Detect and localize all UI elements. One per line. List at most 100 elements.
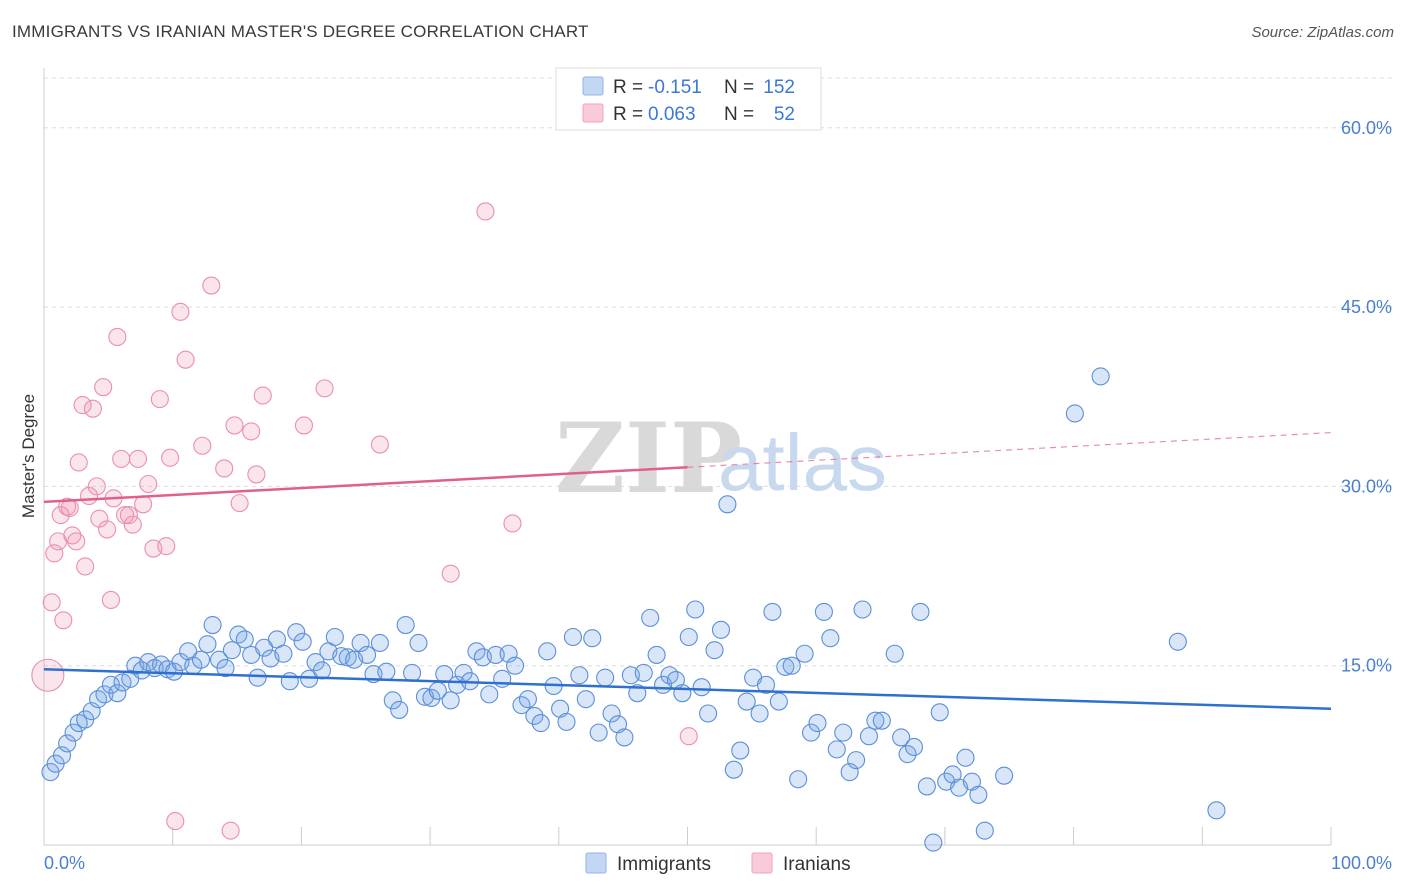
point-immigrants [518,690,537,709]
y-tick-label: 30.0% [1341,476,1392,496]
point-immigrants [872,711,891,730]
bottom-legend-label-immigrants: Immigrants [617,854,711,875]
legend-box: R = -0.151 N = 152 R = 0.063 N = 52 [555,67,822,131]
point-immigrants [493,669,512,688]
point-iranians [253,386,272,405]
point-iranians [112,449,131,468]
point-iranians [221,821,240,840]
point-immigrants [924,833,943,852]
point-immigrants [1207,801,1226,820]
point-immigrants [557,712,576,731]
point-immigrants [274,644,293,663]
point-iranians [679,727,698,746]
point-immigrants [724,760,743,779]
point-immigrants [917,777,936,796]
point-iranians [116,506,135,525]
point-immigrants [287,623,306,642]
point-immigrants [692,678,711,697]
point-immigrants [505,656,525,675]
point-immigrants [673,684,692,703]
point-iranians [441,564,460,583]
point-immigrants [583,629,602,648]
legend-r-value-iranians: 0.063 [648,104,696,125]
point-immigrants [859,727,879,746]
point-iranians [87,477,106,496]
point-immigrants [898,745,917,764]
point-iranians [176,350,195,369]
point-iranians [134,495,153,514]
point-immigrants [776,657,795,676]
series-iranians [31,202,698,840]
point-iranians [108,327,127,347]
x-tick-label-max: 100.0% [1331,853,1392,873]
point-immigrants [1168,632,1187,651]
point-immigrants [563,627,583,647]
point-iranians [42,593,61,612]
bottom-legend-swatch-iranians [751,852,773,874]
point-immigrants [821,629,840,648]
point-immigrants [911,602,930,621]
y-axis-title: Master's Degree [19,394,38,518]
trend-line-immigrants [43,668,1332,710]
point-immigrants [969,785,988,804]
point-immigrants [390,700,409,719]
series-immigrants [41,367,1226,852]
point-immigrants [531,714,550,733]
watermark: ZIP atlas [555,402,887,515]
point-immigrants [538,642,557,661]
legend-n-label-iranians: N = [724,104,754,125]
point-immigrants [808,714,827,733]
watermark-atlas: atlas [718,418,887,507]
point-immigrants [802,723,821,742]
point-iranians [139,474,158,494]
point-immigrants [570,666,589,685]
point-immigrants [679,627,698,647]
point-immigrants [293,632,312,651]
legend-n-value-iranians: 52 [774,104,795,125]
point-iranians [166,812,185,831]
point-immigrants [853,600,872,619]
point-immigrants [486,645,505,664]
point-immigrants [602,704,621,723]
point-iranians [45,544,64,563]
point-iranians [503,514,522,533]
point-immigrants [108,684,127,703]
trend-lines [43,431,1332,710]
trend-line-iranians-extension [687,431,1332,468]
point-immigrants [866,711,885,730]
point-immigrants [795,644,814,663]
point-immigrants [962,772,981,791]
point-iranians [54,611,73,630]
point-iranians [171,302,190,321]
point-immigrants [885,644,904,663]
point-iranians [202,276,221,295]
point-immigrants [191,650,211,669]
point-immigrants [647,645,666,664]
point-immigrants [409,633,428,653]
point-immigrants [943,765,962,784]
point-immigrants [930,703,949,722]
point-immigrants [280,672,299,691]
point-immigrants [95,685,114,704]
y-tick-label: 60.0% [1341,118,1392,138]
point-immigrants [480,685,499,704]
point-immigrants [235,630,254,649]
legend-r-value-immigrants: -0.151 [648,77,702,98]
point-immigrants [325,627,344,647]
point-immigrants [551,699,570,718]
x-tick-label-min: 0.0% [44,853,85,873]
point-immigrants [756,675,776,694]
point-iranians [225,416,244,435]
point-iranians [294,416,314,435]
point-iranians [98,520,117,539]
point-immigrants [64,723,83,742]
point-immigrants [892,728,911,747]
point-immigrants [904,737,924,757]
point-immigrants [705,641,724,660]
point-iranians [76,557,95,576]
point-immigrants [422,688,441,708]
point-iranians [370,435,389,454]
trend-line-iranians [43,466,688,504]
point-iranians [69,453,88,472]
point-immigrants [769,692,788,711]
